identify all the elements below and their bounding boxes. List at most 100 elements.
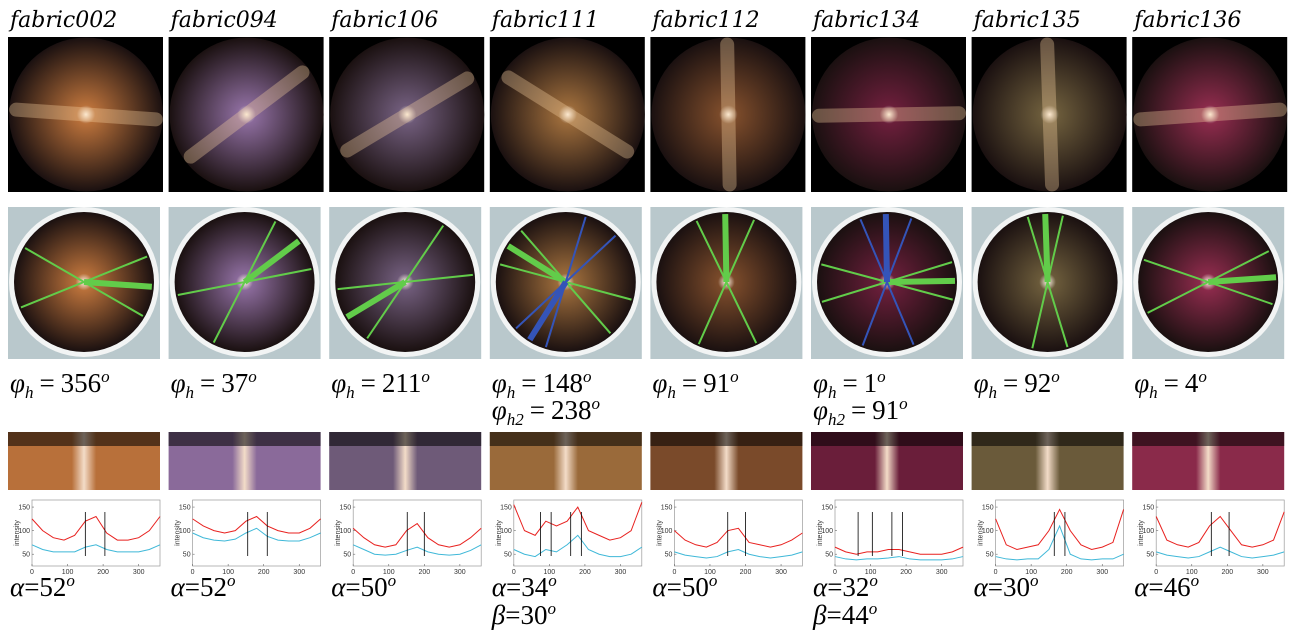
fabric-column: fabric106φh=211oα=50o010020030050100150i… bbox=[329, 8, 484, 602]
symbol: α bbox=[331, 572, 346, 602]
x-tick-label: 200 bbox=[97, 569, 109, 576]
strip-shade bbox=[1132, 432, 1284, 446]
strip-shade bbox=[8, 432, 160, 446]
symbol: α bbox=[974, 572, 989, 602]
degree: o bbox=[248, 367, 257, 386]
degree: o bbox=[869, 599, 878, 618]
symbol: φ bbox=[813, 368, 828, 398]
y-axis-label: intensity bbox=[335, 520, 342, 546]
fabric-streak bbox=[16, 110, 156, 120]
x-tick-label: 100 bbox=[222, 569, 234, 576]
plot-frame bbox=[32, 500, 160, 566]
equals: = bbox=[988, 572, 1003, 602]
angle-label: φh =91o bbox=[652, 367, 738, 402]
symbol: φ bbox=[171, 368, 186, 398]
x-tick-label: 300 bbox=[615, 569, 627, 576]
degree: o bbox=[1051, 367, 1060, 386]
angle-value: 92 bbox=[1024, 368, 1051, 398]
equals: = bbox=[851, 395, 866, 425]
angle-label: φh=37o bbox=[171, 367, 257, 402]
x-tick-label: 200 bbox=[258, 569, 270, 576]
equals: = bbox=[1003, 368, 1018, 398]
angle-label: β=44o bbox=[812, 599, 877, 630]
strip-shade bbox=[972, 432, 1124, 446]
y-tick-label: 50 bbox=[343, 552, 351, 559]
equals: = bbox=[505, 600, 520, 630]
angle-value: 238 bbox=[551, 395, 592, 425]
x-tick-label: 300 bbox=[936, 569, 948, 576]
equals: = bbox=[1148, 572, 1163, 602]
symbol: α bbox=[1134, 572, 1149, 602]
symbol: φ bbox=[492, 368, 507, 398]
x-tick-label: 100 bbox=[704, 569, 716, 576]
fabric-column: fabric112φh=91oα=50o010020030050100150in… bbox=[650, 8, 805, 602]
y-tick-label: 150 bbox=[340, 505, 352, 512]
angle-value: 30 bbox=[520, 600, 547, 630]
subscript: h bbox=[989, 383, 998, 402]
fabric-name: fabric002 bbox=[8, 8, 117, 33]
y-tick-label: 150 bbox=[18, 505, 30, 512]
angle-value: 37 bbox=[221, 368, 248, 398]
y-axis-label: intensity bbox=[496, 520, 503, 546]
fabric-name: fabric094 bbox=[169, 8, 278, 33]
symbol: φ bbox=[492, 395, 507, 425]
fabric-name: fabric112 bbox=[650, 8, 759, 33]
fabric-name: fabric136 bbox=[1132, 8, 1241, 33]
y-tick-label: 50 bbox=[504, 552, 512, 559]
x-tick-label: 300 bbox=[775, 569, 787, 576]
y-axis-label: intensity bbox=[656, 520, 663, 546]
subscript: h bbox=[25, 383, 34, 402]
symbol: φ bbox=[1134, 368, 1149, 398]
subscript: h bbox=[346, 383, 355, 402]
angle-value: 211 bbox=[382, 368, 422, 398]
angle-value: 91 bbox=[872, 395, 899, 425]
equals: = bbox=[826, 600, 841, 630]
x-tick-label: 0 bbox=[191, 569, 195, 576]
angle-label: β=30o bbox=[491, 599, 556, 630]
x-tick-label: 300 bbox=[1096, 569, 1108, 576]
symbol: φ bbox=[10, 368, 25, 398]
degree: o bbox=[101, 367, 110, 386]
equals: = bbox=[361, 368, 376, 398]
fabric-name: fabric135 bbox=[972, 8, 1081, 33]
subscript: h2 bbox=[507, 410, 525, 429]
angle-label: φh2=91o bbox=[813, 394, 908, 429]
angle-value: 91 bbox=[703, 368, 730, 398]
symbol: α bbox=[492, 572, 507, 602]
angle-value: 1 bbox=[864, 368, 878, 398]
y-tick-label: 150 bbox=[1143, 505, 1155, 512]
x-tick-label: 200 bbox=[740, 569, 752, 576]
x-tick-label: 100 bbox=[62, 569, 74, 576]
fabric-streak bbox=[1047, 45, 1052, 185]
y-axis-label: intensity bbox=[978, 520, 985, 546]
fabric-name: fabric111 bbox=[490, 8, 599, 33]
symbol: φ bbox=[652, 368, 667, 398]
equals: = bbox=[842, 368, 857, 398]
fabric-name: fabric106 bbox=[329, 8, 438, 33]
fabric-column: fabric134φh=1oφh2=91oα=32oβ=44o010020030… bbox=[811, 8, 966, 630]
x-tick-label: 0 bbox=[351, 569, 355, 576]
angle-value: 34 bbox=[521, 572, 549, 602]
y-tick-label: 50 bbox=[825, 552, 833, 559]
y-tick-label: 150 bbox=[821, 505, 833, 512]
symbol: φ bbox=[813, 395, 828, 425]
x-tick-label: 100 bbox=[1025, 569, 1037, 576]
y-tick-label: 150 bbox=[982, 505, 994, 512]
degree: o bbox=[730, 367, 739, 386]
subscript: h bbox=[828, 383, 837, 402]
subscript: h bbox=[186, 383, 195, 402]
angle-value: 52 bbox=[39, 572, 66, 602]
direction-line bbox=[1045, 214, 1047, 282]
equals: = bbox=[506, 572, 521, 602]
symbol: φ bbox=[331, 368, 346, 398]
x-tick-label: 300 bbox=[293, 569, 305, 576]
subscript: h bbox=[667, 383, 676, 402]
plot-frame bbox=[353, 500, 481, 566]
y-axis-label: intensity bbox=[1138, 520, 1145, 546]
equals: = bbox=[682, 368, 697, 398]
degree: o bbox=[877, 367, 886, 386]
equals: = bbox=[185, 572, 200, 602]
equals: = bbox=[1164, 368, 1179, 398]
